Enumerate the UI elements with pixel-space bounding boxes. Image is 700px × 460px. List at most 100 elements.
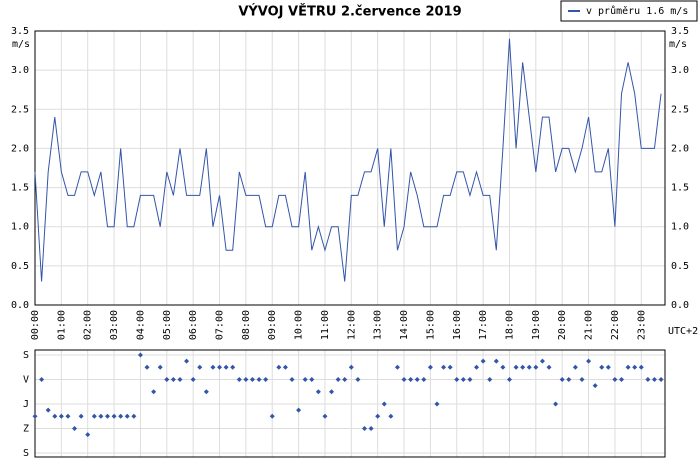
legend-box	[560, 0, 698, 22]
direction-point	[427, 364, 433, 370]
direction-point	[658, 377, 664, 382]
direction-point	[480, 358, 486, 364]
y-tick-label: 1.0	[11, 222, 29, 233]
direction-point	[282, 364, 288, 370]
y-tick-label: J	[23, 399, 29, 410]
direction-point	[546, 364, 552, 370]
x-tick-label: 07:00	[215, 310, 226, 340]
x-tick-label: 19:00	[531, 310, 542, 340]
direction-point	[45, 407, 51, 413]
x-tick-label: 15:00	[425, 310, 436, 340]
wind-line	[34, 38, 662, 282]
y-tick-label: 1.5	[11, 183, 29, 194]
y-tick-label: 0.0	[11, 300, 29, 311]
direction-point	[553, 401, 559, 407]
y-tick-label-right: 3.5	[671, 26, 689, 37]
direction-point	[164, 377, 170, 382]
x-tick-label: 12:00	[346, 310, 357, 340]
direction-point	[441, 364, 447, 370]
direction-point	[157, 364, 163, 370]
x-tick-label: 18:00	[504, 310, 515, 340]
x-tick-label: 20:00	[557, 310, 568, 340]
direction-point	[65, 413, 71, 419]
direction-point	[533, 364, 539, 370]
direction-point	[296, 407, 302, 413]
direction-point	[322, 413, 328, 419]
direction-point	[111, 413, 117, 419]
direction-point	[276, 364, 282, 370]
direction-point	[487, 377, 493, 382]
y-tick-label-right: 1.5	[671, 183, 689, 194]
direction-point	[335, 377, 341, 382]
direction-point	[223, 364, 229, 370]
direction-point	[144, 364, 150, 370]
x-tick-label: 22:00	[610, 310, 621, 340]
direction-point	[454, 377, 460, 382]
x-tick-label: 14:00	[399, 310, 410, 340]
direction-point	[447, 364, 453, 370]
direction-point	[460, 377, 466, 382]
direction-point	[539, 358, 545, 364]
y-tick-label: 2.0	[11, 143, 29, 154]
direction-point	[217, 364, 223, 370]
direction-point	[315, 389, 321, 395]
direction-point	[210, 364, 216, 370]
x-tick-label: 23:00	[636, 310, 647, 340]
direction-point	[289, 377, 295, 382]
direction-point	[579, 377, 585, 382]
direction-point	[368, 426, 374, 431]
direction-point	[414, 377, 420, 382]
direction-point	[434, 401, 440, 407]
direction-point	[243, 377, 249, 382]
direction-point	[361, 426, 367, 431]
direction-point	[177, 377, 183, 382]
direction-point	[526, 364, 532, 370]
direction-point	[256, 377, 262, 382]
direction-point	[632, 364, 638, 370]
y-tick-label-right: 0.0	[671, 300, 689, 311]
x-tick-label: 21:00	[584, 310, 595, 340]
direction-point	[375, 413, 381, 419]
y-tick-label: 2.5	[11, 104, 29, 115]
direction-point	[572, 364, 578, 370]
direction-point	[197, 364, 203, 370]
direction-point	[32, 413, 38, 419]
direction-point	[566, 377, 572, 382]
direction-point	[39, 377, 45, 382]
direction-point	[401, 377, 407, 382]
direction-point	[137, 352, 143, 358]
direction-point	[355, 377, 361, 382]
y-tick-label-right: 3.0	[671, 65, 689, 76]
x-tick-label: 04:00	[135, 310, 146, 340]
plot-frame	[34, 349, 666, 458]
x-tick-label: 09:00	[267, 310, 278, 340]
direction-point	[421, 377, 427, 382]
x-tick-label: 17:00	[478, 310, 489, 340]
y-tick-label: Z	[23, 424, 29, 435]
y-tick-label: V	[23, 375, 29, 386]
direction-point	[645, 377, 651, 382]
direction-point	[506, 377, 512, 382]
direction-point	[605, 364, 611, 370]
y-tick-label-right: 0.5	[671, 261, 689, 272]
direction-point	[388, 413, 394, 419]
y-tick-label: 0.5	[11, 261, 29, 272]
direction-point	[184, 358, 190, 364]
direction-point	[85, 432, 91, 438]
direction-point	[170, 377, 176, 382]
direction-point	[118, 413, 124, 419]
x-tick-label: 05:00	[162, 310, 173, 340]
direction-point	[651, 377, 657, 382]
x-tick-label: 08:00	[241, 310, 252, 340]
y-tick-label: 3.0	[11, 65, 29, 76]
direction-point	[302, 377, 308, 382]
direction-point	[394, 364, 400, 370]
direction-point	[230, 364, 236, 370]
direction-point	[467, 377, 473, 382]
plot-frame	[34, 30, 666, 306]
direction-point	[52, 413, 58, 419]
y-axis-label: m/s	[12, 39, 30, 50]
direction-point	[249, 377, 255, 382]
direction-point	[408, 377, 414, 382]
